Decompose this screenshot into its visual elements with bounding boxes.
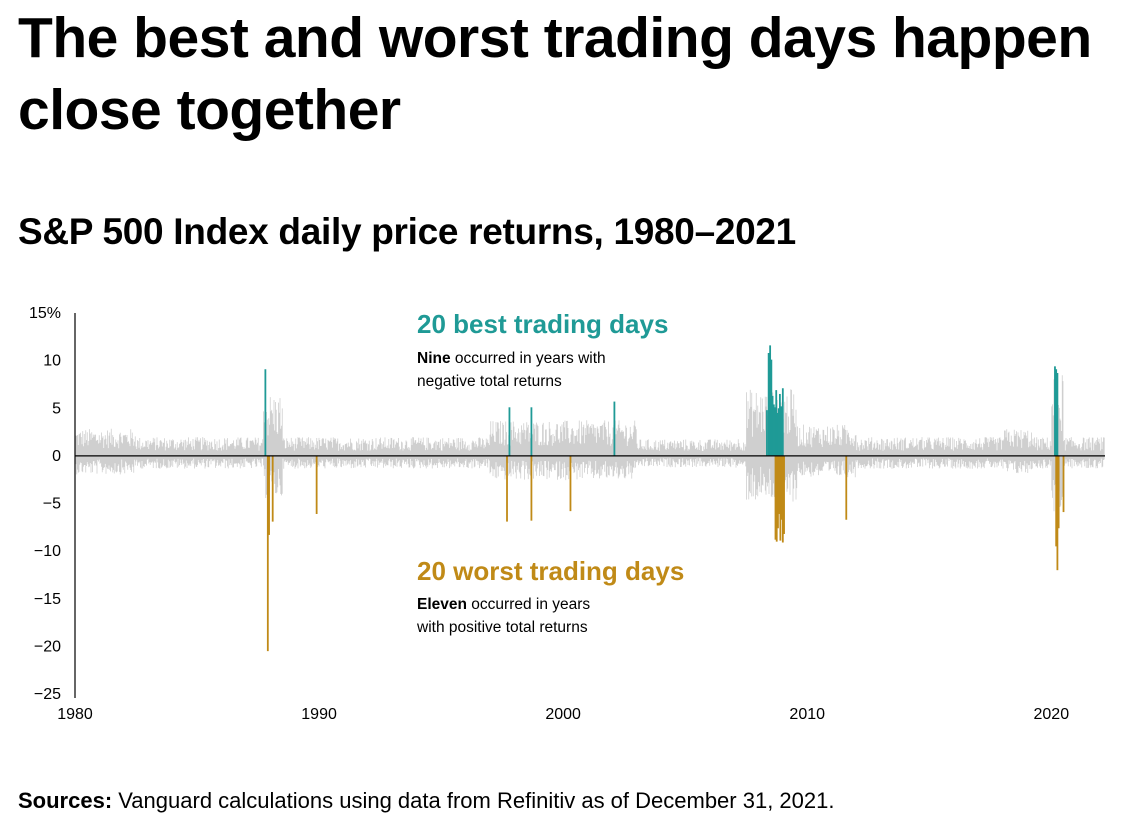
y-tick-label: 15% (29, 305, 61, 322)
worst-days-annotation-bold: Eleven (417, 596, 467, 613)
worst-days-annotation-line1: Eleven occurred in years (417, 596, 590, 613)
sources-text: Vanguard calculations using data from Re… (112, 788, 835, 813)
chart-subtitle: S&P 500 Index daily price returns, 1980–… (18, 211, 796, 252)
worst-days-series (266, 455, 1065, 652)
y-tick-label: 10 (43, 353, 61, 370)
y-tick-label: 5 (52, 400, 61, 417)
worst-days-annotation-title: 20 worst trading days (417, 556, 684, 586)
worst-days-annotation-line2: with positive total returns (416, 619, 588, 636)
best-days-annotation-line2: negative total returns (417, 373, 562, 390)
background-returns-texture (75, 374, 1105, 512)
best-days-annotation-bold: Nine (417, 350, 451, 367)
sources-label: Sources: (18, 788, 113, 813)
y-tick-label: −20 (34, 638, 61, 655)
y-tick-label: 0 (52, 448, 61, 465)
y-tick-label: −10 (34, 543, 61, 560)
best-days-annotation-title: 20 best trading days (417, 309, 668, 339)
best-days-annotation-line1: Nine occurred in years with (417, 350, 606, 367)
x-tick-label: 2020 (1034, 706, 1070, 723)
best-days-series (264, 345, 1059, 456)
best-days-annotation-text: occurred in years with (451, 350, 606, 367)
axes: 15% 10 5 0 −5 −10 −15 −20 −25 1980 1990 2000 2010 202… (29, 305, 1105, 723)
page-title: The best and worst trading days happen c… (18, 6, 1092, 142)
background-returns-layer (75, 374, 1105, 512)
worst-days-annotation-text: occurred in years (467, 596, 590, 613)
y-tick-label: −5 (43, 496, 61, 513)
sources-note: Sources: Vanguard calculations using dat… (18, 786, 834, 816)
x-tick-label: 1990 (301, 706, 337, 723)
y-tick-label: −25 (34, 686, 61, 703)
y-tick-label: −15 (34, 591, 61, 608)
x-tick-label: 2010 (789, 706, 825, 723)
x-tick-label: 1980 (57, 706, 93, 723)
returns-chart: 15% 10 5 0 −5 −10 −15 −20 −25 1980 1990 2000 2010 202… (29, 305, 1105, 723)
x-tick-label: 2000 (545, 706, 581, 723)
